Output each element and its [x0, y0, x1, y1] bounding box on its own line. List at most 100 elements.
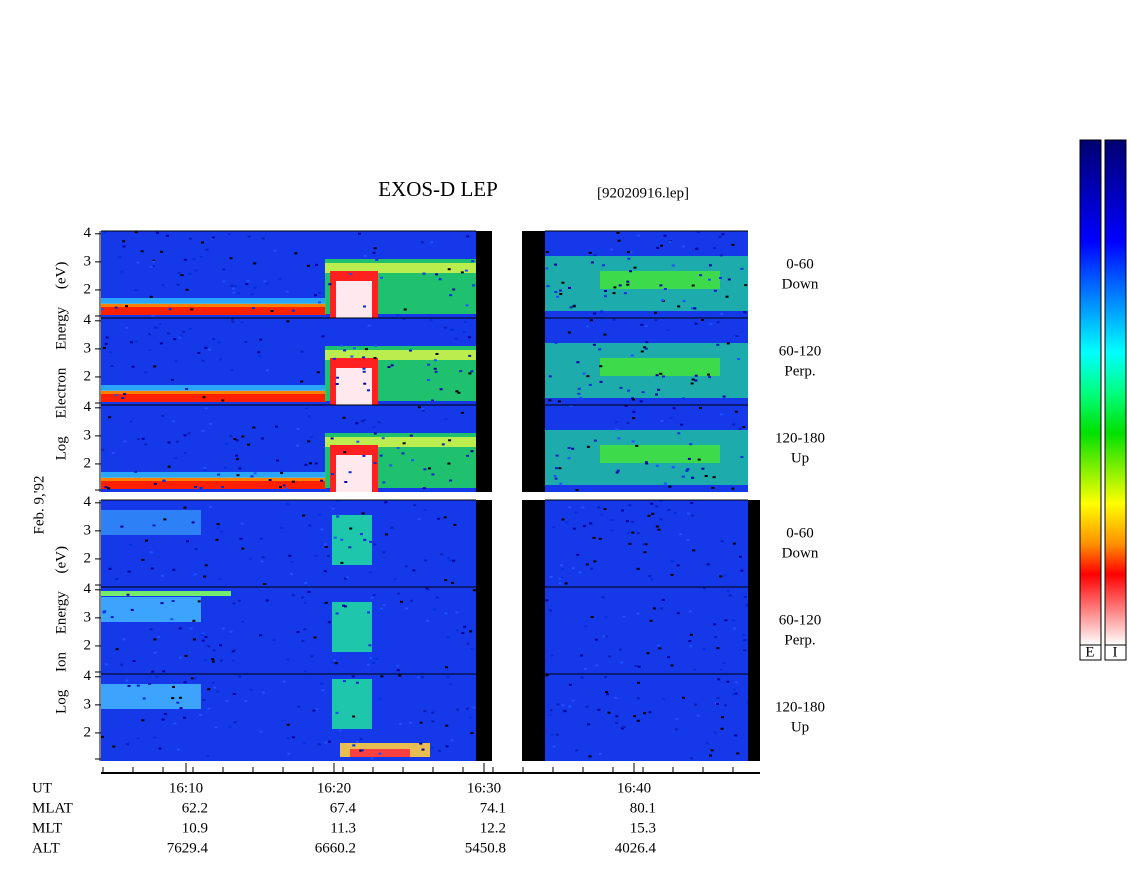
spectrogram-feature — [748, 674, 760, 761]
spectrogram-speckle — [189, 627, 193, 630]
spectrogram-speckle — [550, 733, 554, 736]
spectrogram-speckle — [726, 342, 730, 345]
spectrogram-speckle — [350, 355, 354, 358]
spectrogram-speckle — [725, 295, 729, 298]
spectrogram-speckle — [199, 256, 203, 258]
spectrogram-speckle — [410, 599, 414, 602]
spectrogram-speckle — [206, 754, 210, 757]
spectrogram-speckle — [568, 286, 571, 289]
spectrogram-speckle — [644, 461, 648, 464]
spectrogram-speckle — [554, 291, 558, 293]
spectrogram-speckle — [546, 285, 550, 288]
spectrogram-speckle — [235, 458, 239, 461]
y-tick-label: 3 — [84, 609, 92, 625]
spectrogram-speckle — [721, 233, 725, 236]
spectrogram-speckle — [290, 561, 294, 563]
spectrogram-speckle — [234, 285, 237, 287]
spectrogram-speckle — [658, 647, 662, 650]
spectrogram-speckle — [722, 662, 726, 664]
spectrogram-speckle — [421, 748, 425, 751]
spectrogram-speckle — [409, 721, 412, 724]
spectrogram-speckle — [342, 680, 346, 683]
spectrogram-speckle — [335, 383, 339, 385]
spectrogram-speckle — [568, 683, 572, 686]
spectrogram-speckle — [396, 664, 400, 667]
spectrogram-speckle — [301, 640, 305, 642]
spectrogram-speckle — [722, 395, 726, 398]
spectrogram-speckle — [309, 435, 313, 438]
spectrogram-speckle — [650, 502, 654, 505]
spectrogram-speckle — [417, 406, 421, 409]
spectrogram-speckle — [657, 528, 661, 531]
spectrogram-speckle — [635, 444, 639, 447]
spectrogram-feature — [492, 231, 522, 318]
spectrogram-speckle — [277, 278, 281, 281]
spectrogram-speckle — [588, 251, 592, 254]
spectrogram-speckle — [355, 740, 359, 743]
date-label: Feb. 9,'92 — [31, 476, 47, 535]
spectrogram-speckle — [232, 602, 236, 605]
spectrogram-speckle — [177, 272, 181, 275]
spectrogram-speckle — [232, 291, 236, 294]
spectrogram-speckle — [574, 511, 578, 514]
spectrogram-speckle — [545, 251, 549, 253]
spectrogram-speckle — [188, 327, 192, 330]
spectrogram-speckle — [631, 531, 635, 534]
spectrogram-speckle — [431, 473, 435, 476]
spectrogram-speckle — [466, 642, 470, 645]
spectrogram-speckle — [465, 304, 469, 307]
spectrogram-speckle — [202, 396, 206, 399]
spectrogram-speckle — [691, 476, 695, 479]
spectrogram-speckle — [373, 543, 377, 546]
spectrogram-speckle — [356, 440, 360, 443]
spectrogram-speckle — [367, 611, 370, 614]
spectrogram-speckle — [663, 482, 667, 485]
spectrogram-speckle — [125, 679, 129, 682]
y-tick-label: 4 — [84, 668, 92, 684]
spectrogram-speckle — [440, 553, 444, 556]
spectrogram-speckle — [548, 375, 552, 378]
spectrogram-speckle — [640, 323, 644, 326]
spectrogram-speckle — [158, 747, 162, 750]
ephemeris-value: 5450.8 — [465, 840, 506, 856]
spectrogram-speckle — [610, 518, 614, 521]
spectrogram-speckle — [233, 438, 237, 440]
spectrogram-speckle — [360, 420, 364, 423]
spectrogram-speckle — [471, 260, 475, 263]
spectrogram-speckle — [331, 507, 335, 510]
file-name: [92020916.lep] — [597, 185, 689, 201]
spectrogram-speckle — [595, 664, 599, 667]
spectrogram-speckle — [404, 565, 408, 568]
spectrogram-speckle — [740, 569, 744, 572]
spectrogram-speckle — [724, 704, 727, 707]
spectrogram-speckle — [219, 358, 222, 361]
spectrogram-speckle — [556, 703, 560, 706]
spectrogram-speckle — [636, 697, 640, 700]
spectrogram-speckle — [314, 263, 318, 266]
y-tick-label: 3 — [84, 522, 92, 538]
spectrogram-speckle — [221, 399, 225, 402]
spectrogram-speckle — [716, 321, 720, 324]
spectrogram-speckle — [191, 521, 195, 524]
spectrogram-speckle — [463, 625, 467, 628]
spectrogram-speckle — [248, 557, 252, 560]
spectrogram-speckle — [313, 636, 317, 639]
spectrogram-speckle — [603, 508, 607, 511]
spectrogram-speckle — [270, 310, 274, 312]
spectrogram-speckle — [659, 500, 663, 503]
spectrogram-speckle — [117, 256, 121, 259]
spectrogram-speckle — [372, 426, 376, 429]
spectrogram-speckle — [213, 686, 217, 689]
spectrogram-speckle — [363, 382, 367, 385]
spectrogram-speckle — [132, 660, 136, 662]
spectrogram-speckle — [183, 258, 187, 261]
spectrogram-speckle — [555, 733, 559, 736]
spectrogram-speckle — [466, 235, 470, 238]
spectrogram-speckle — [151, 670, 155, 673]
spectrogram-speckle — [204, 407, 208, 410]
spectrogram-speckle — [382, 551, 386, 554]
colorbar — [1104, 139, 1127, 646]
spectrogram-speckle — [637, 665, 641, 668]
spectrogram-speckle — [615, 471, 619, 474]
spectrogram-speckle — [229, 257, 233, 260]
